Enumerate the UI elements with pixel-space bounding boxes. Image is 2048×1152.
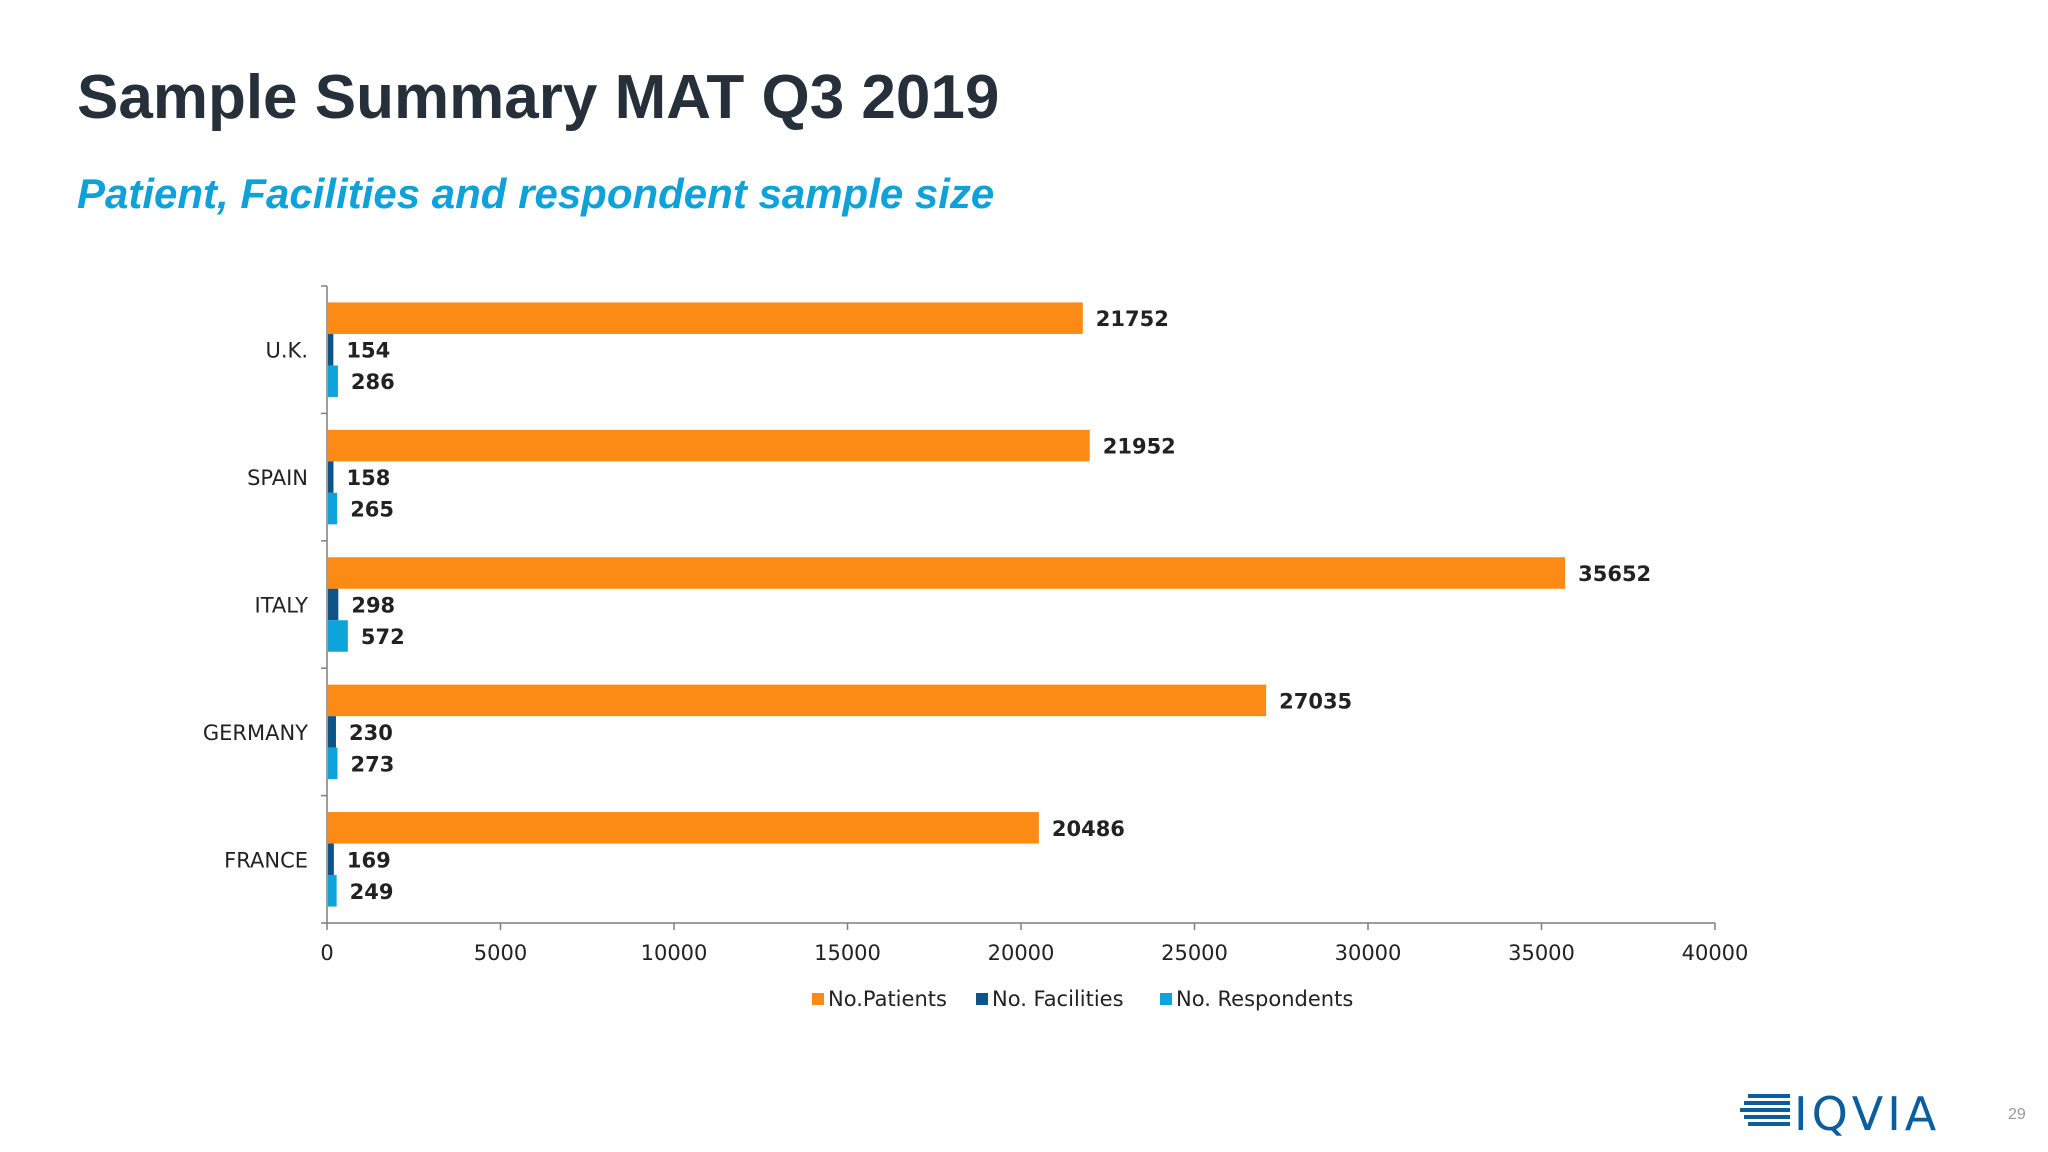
- data-label: 230: [349, 721, 393, 745]
- bar-facilities: [328, 716, 336, 748]
- logo-text: IQVIA: [1794, 1087, 1941, 1141]
- data-label: 572: [361, 625, 405, 649]
- x-tick-label: 20000: [988, 941, 1055, 965]
- iqvia-logo-icon: [1740, 1094, 1790, 1126]
- y-category-label: ITALY: [255, 594, 309, 618]
- bar-patients: [328, 684, 1267, 717]
- x-tick-label: 25000: [1161, 941, 1228, 965]
- x-tick-label: 15000: [814, 941, 881, 965]
- bar-respondents: [328, 875, 337, 907]
- data-label: 169: [347, 848, 391, 872]
- data-label: 265: [350, 498, 394, 522]
- data-label: 21952: [1103, 435, 1176, 459]
- y-category-label: GERMANY: [203, 721, 308, 745]
- x-tick-label: 10000: [641, 941, 708, 965]
- bar-patients: [328, 557, 1566, 589]
- x-tick-label: 40000: [1682, 941, 1749, 965]
- x-tick-label: 5000: [474, 941, 527, 965]
- data-label: 298: [351, 594, 395, 618]
- bar-facilities: [328, 333, 334, 366]
- data-label: 21752: [1096, 307, 1169, 331]
- data-label: 249: [350, 880, 394, 904]
- data-label: 35652: [1578, 562, 1651, 586]
- y-category-label: U.K.: [266, 339, 309, 363]
- bar-patients: [328, 812, 1039, 844]
- page-number: 29: [2008, 1106, 2026, 1123]
- bar-respondents: [328, 365, 338, 397]
- data-label: 273: [350, 752, 394, 776]
- legend-swatch: [812, 993, 824, 1005]
- x-tick-label: 35000: [1508, 941, 1575, 965]
- slide-title: Sample Summary MAT Q3 2019: [77, 63, 1000, 132]
- x-tick-label: 30000: [1335, 941, 1402, 965]
- data-label: 27035: [1279, 689, 1352, 713]
- bar-respondents: [328, 747, 338, 780]
- y-category-label: FRANCE: [224, 848, 308, 872]
- x-tick-label: 0: [320, 941, 333, 965]
- bar-respondents: [328, 492, 338, 525]
- legend-label: No.Patients: [828, 987, 947, 1011]
- data-label: 158: [346, 466, 390, 490]
- bar-facilities: [328, 843, 334, 876]
- bar-patients: [328, 302, 1083, 334]
- bar-facilities: [328, 461, 334, 493]
- data-label: 20486: [1052, 817, 1125, 841]
- legend-swatch: [976, 993, 988, 1005]
- legend-swatch: [1160, 993, 1172, 1005]
- slide-subtitle: Patient, Facilities and respondent sampl…: [77, 170, 995, 217]
- data-label: 154: [346, 339, 390, 363]
- legend-label: No. Facilities: [992, 987, 1124, 1011]
- y-category-label: SPAIN: [247, 466, 308, 490]
- bar-facilities: [328, 588, 339, 621]
- legend-label: No. Respondents: [1176, 987, 1353, 1011]
- bar-respondents: [328, 620, 348, 652]
- bar-patients: [328, 429, 1090, 462]
- data-label: 286: [351, 370, 395, 394]
